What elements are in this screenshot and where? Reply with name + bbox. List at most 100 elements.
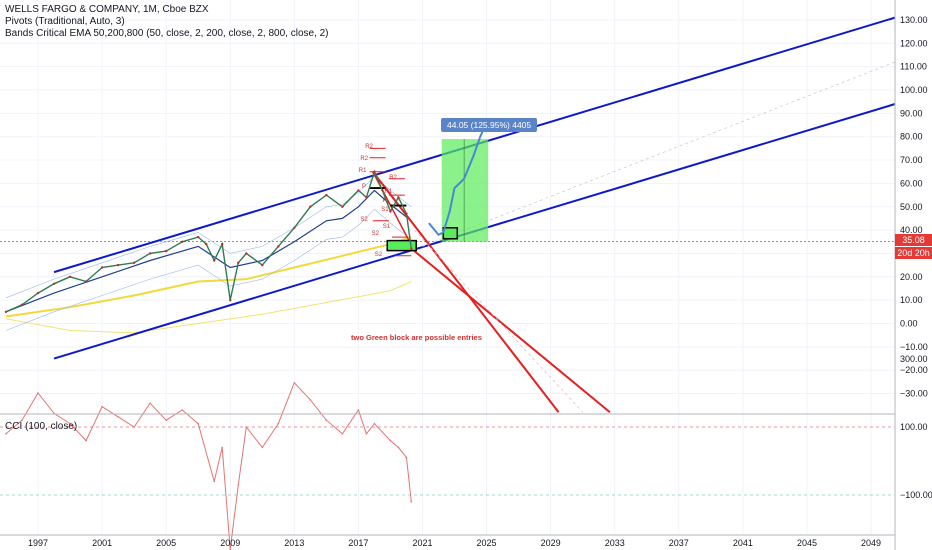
pivot-label: S2 [374, 251, 383, 258]
price-point [36, 291, 40, 295]
cci-point [261, 446, 264, 449]
cci-legend: CCI (100, close) [5, 421, 78, 432]
cci-point [277, 422, 280, 425]
pivot-label: R2 [389, 174, 397, 181]
price-point [309, 205, 312, 208]
price-point [197, 235, 200, 239]
price-point [381, 189, 384, 192]
price-point [293, 226, 296, 229]
cci-point [221, 446, 224, 449]
cci-point [37, 392, 39, 394]
price-point [205, 242, 208, 246]
price-tick-label: 100.00 [900, 85, 928, 95]
cci-point [165, 419, 167, 422]
price-tick-label: −30.00 [900, 389, 928, 399]
pivot-label: R2 [360, 156, 369, 163]
price-tick-label: 10.00 [900, 295, 923, 305]
time-tick-label: 2045 [797, 538, 817, 548]
price-point [261, 263, 264, 267]
down-channel-lower-line [413, 250, 611, 414]
cci-point [21, 419, 23, 422]
price-point [148, 252, 152, 255]
time-tick-label: 2025 [477, 538, 497, 548]
ema-50-line [5, 189, 412, 313]
cci-tick-label: 100.00 [900, 422, 928, 432]
price-point [180, 240, 184, 243]
cci-point [5, 433, 7, 435]
measure-box [441, 139, 489, 242]
cci-point [410, 501, 413, 503]
price-point [277, 245, 280, 248]
entry-block-1 [386, 239, 417, 252]
pivots-legend: Pivots (Traditional, Auto, 3) [5, 16, 125, 27]
cci-point [181, 409, 183, 411]
price-tick-label: 20.00 [900, 272, 923, 282]
cci-point [293, 382, 296, 384]
price-tick-label: 70.00 [900, 155, 923, 165]
price-point [68, 275, 72, 278]
price-point [325, 193, 328, 197]
down-channel-upper-line [372, 171, 560, 413]
price-point [389, 210, 392, 213]
pivot-label: P [362, 184, 367, 191]
cci-point [405, 456, 408, 459]
pivot-label: R1 [384, 188, 393, 195]
cci-line [5, 381, 412, 550]
pivot-label: S2 [371, 230, 379, 237]
band-lower [5, 208, 412, 331]
pivot-label: R2 [365, 144, 373, 151]
price-point [229, 298, 232, 302]
price-tick-label: 110.00 [900, 62, 927, 72]
cci-point [245, 426, 248, 428]
price-point [221, 242, 224, 246]
price-point [245, 252, 248, 255]
chart-title: WELLS FARGO & COMPANY, 1M, Cboe BZX [5, 4, 209, 15]
price-point [213, 259, 216, 262]
time-tick-label: 2009 [220, 538, 240, 548]
pivot-label: S2 [360, 216, 368, 223]
entries-annotation: two Green block are possible entries [351, 333, 482, 342]
cci-point [117, 416, 119, 418]
price-point [132, 261, 136, 264]
price-tick-label: −20.00 [900, 365, 928, 375]
cci-point [197, 422, 199, 425]
time-tick-label: 2021 [412, 538, 432, 548]
cci-point [85, 439, 87, 442]
cci-point [133, 426, 135, 428]
price-point [237, 261, 240, 264]
time-tick-label: 2017 [348, 538, 368, 548]
cci-point [149, 402, 151, 405]
price-point [397, 196, 400, 199]
cci-point [325, 419, 328, 422]
ema-800-line [5, 281, 412, 334]
price-point [116, 263, 120, 267]
cci-point [397, 446, 400, 449]
price-point [100, 266, 104, 269]
price-point [164, 249, 168, 253]
pivot-label: S1 [381, 207, 389, 214]
price-point [365, 196, 368, 199]
band-upper [5, 175, 412, 299]
bar-timer-tag: 20d 20h [895, 247, 932, 259]
price-point [357, 189, 360, 192]
pivot-label: P [382, 198, 387, 205]
cci-point [389, 439, 392, 442]
price-point [4, 310, 8, 314]
pivot-label: R1 [358, 167, 367, 174]
time-tick-label: 2033 [605, 538, 625, 548]
cci-point [365, 433, 368, 435]
time-tick-label: 1997 [28, 538, 48, 548]
price-tick-label: 80.00 [900, 132, 923, 142]
projection-curve [428, 122, 488, 237]
price-tick-label: 120.00 [900, 38, 928, 48]
price-point [84, 280, 88, 283]
time-tick-label: 2041 [733, 538, 753, 548]
price-point [20, 303, 24, 307]
time-tick-label: 2037 [669, 538, 689, 548]
ema-200-line [5, 236, 412, 318]
cci-point [309, 399, 312, 401]
cci-tick-label: 300.00 [900, 354, 928, 364]
price-point [373, 170, 376, 173]
